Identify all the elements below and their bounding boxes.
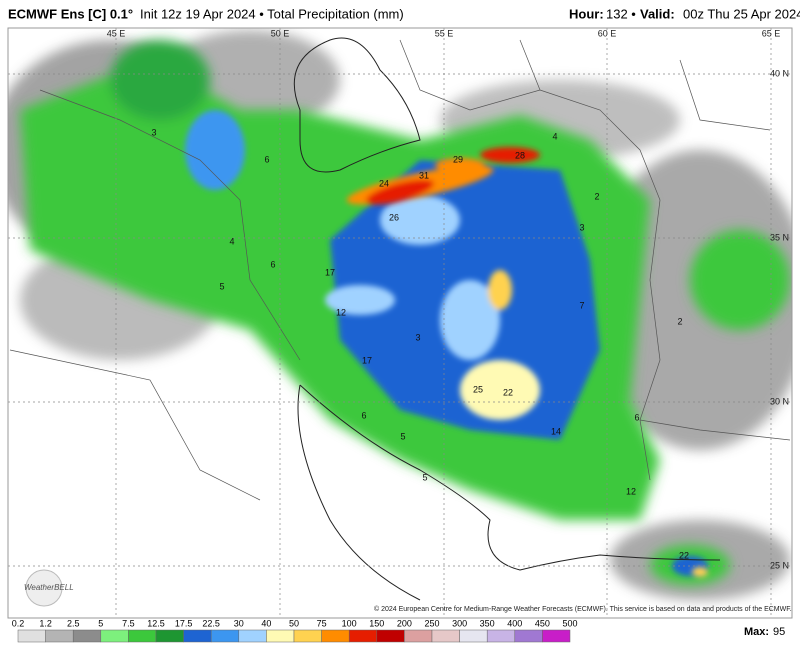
lon-label: 45 E — [107, 28, 126, 38]
value-label: 6 — [264, 154, 269, 164]
value-label: 5 — [219, 281, 224, 291]
lon-label: 50 E — [271, 28, 290, 38]
value-label: 7 — [579, 300, 584, 310]
colorbar-bin — [155, 629, 184, 643]
value-label: 22 — [503, 387, 513, 397]
value-label: 4 — [229, 236, 234, 246]
colorbar-bin — [210, 629, 240, 643]
graticule — [8, 28, 792, 618]
value-label: 5 — [400, 431, 405, 441]
colorbar-label: 1.2 — [39, 618, 52, 628]
value-label: 26 — [389, 212, 399, 222]
colorbar-bin — [376, 629, 405, 643]
logo-mark — [25, 569, 63, 607]
lat-label: 35 N — [770, 232, 789, 242]
lon-label: 55 E — [435, 28, 454, 38]
colorbar-label: 500 — [562, 618, 577, 628]
value-label: 2 — [594, 191, 599, 201]
value-label: 12 — [336, 307, 346, 317]
value-label: 17 — [362, 355, 372, 365]
colorbar-bin — [542, 629, 571, 643]
value-label: 3 — [415, 332, 420, 342]
value-label: 5 — [422, 472, 427, 482]
colorbar-bin — [459, 629, 488, 643]
colorbar-bin — [486, 629, 516, 643]
value-label: 28 — [515, 150, 525, 160]
colorbar-bin — [514, 629, 543, 643]
colorbar-label: 200 — [397, 618, 412, 628]
colorbar-bin — [45, 629, 74, 643]
value-label: 6 — [270, 259, 275, 269]
colorbar: 0.2 1.2 2.5 5 7.5 12.5 17.5 22.5 30 40 50 75 100 150 2… — [12, 618, 578, 643]
colorbar-label: 2.5 — [67, 618, 80, 628]
value-label: 2 — [677, 316, 682, 326]
value-label: 12 — [626, 486, 636, 496]
colorbar-bin — [321, 629, 350, 643]
map: 45 E 50 E 55 E 60 E 65 E 40 N 35 N 30 N 25 N 29 28… — [8, 28, 792, 618]
light-precip — [325, 195, 708, 577]
colorbar-bin — [72, 629, 102, 643]
value-label: 29 — [453, 154, 463, 164]
logo: WeatherBELL — [24, 583, 74, 592]
lat-label: 40 N — [770, 68, 789, 78]
colorbar-label: 7.5 — [122, 618, 135, 628]
colorbar-bin — [431, 629, 460, 643]
value-label: 17 — [325, 267, 335, 277]
colorbar-label: 250 — [424, 618, 439, 628]
colorbar-label: 12.5 — [147, 618, 165, 628]
colorbar-label: 400 — [507, 618, 522, 628]
value-label: 6 — [634, 412, 639, 422]
info: Init 12z 19 Apr 2024 • Total Precipitati… — [140, 6, 404, 21]
value-label: 14 — [551, 426, 561, 436]
value-label: 4 — [552, 131, 557, 141]
value-label: 31 — [419, 170, 429, 180]
value-label: 25 — [473, 384, 483, 394]
red-precip — [346, 147, 540, 205]
colorbar-label: 300 — [452, 618, 467, 628]
hour: 132 • — [606, 6, 636, 21]
colorbar-bin — [293, 629, 322, 643]
hour-label: Hour: — [569, 6, 604, 21]
colorbar-label: 40 — [261, 618, 271, 628]
colorbar-bin — [404, 629, 433, 643]
credit: © 2024 European Centre for Medium-Range … — [374, 605, 792, 613]
value-label: 6 — [361, 410, 366, 420]
colorbar-label: 350 — [480, 618, 495, 628]
value-label: 3 — [579, 222, 584, 232]
value-label: 24 — [379, 178, 389, 188]
borders — [9, 39, 791, 501]
colorbar-label: 17.5 — [175, 618, 193, 628]
lon-label: 65 E — [762, 28, 781, 38]
colorbar-label: 450 — [535, 618, 550, 628]
colorbar-label: 75 — [317, 618, 327, 628]
colorbar-label: 0.2 — [12, 618, 25, 628]
lat-label: 25 N — [770, 560, 789, 570]
map-frame — [7, 27, 793, 619]
valid: 00z Thu 25 Apr 2024 — [683, 6, 800, 21]
lon-label: 60 E — [598, 28, 617, 38]
colorbar-label: 5 — [98, 618, 103, 628]
colorbar-label: 150 — [369, 618, 384, 628]
colorbar-bin — [128, 629, 157, 643]
colorbar-label: 100 — [342, 618, 357, 628]
colorbar-label: 50 — [289, 618, 299, 628]
colorbar-bin — [348, 629, 378, 643]
colorbar-bin — [100, 629, 129, 643]
map-labels: 45 E 50 E 55 E 60 E 65 E 40 N 35 N 30 N 25 N 29 28… — [107, 28, 789, 570]
model: ECMWF Ens [C] 0.1° — [8, 6, 133, 21]
max-label: Max: — [744, 626, 769, 638]
colorbar-bin — [17, 629, 46, 643]
colorbar-label: 30 — [234, 618, 244, 628]
colorbar-bin — [238, 629, 267, 643]
value-label: 3 — [151, 127, 156, 137]
colorbar-bin — [266, 629, 295, 643]
colorbar-label: 22.5 — [202, 618, 220, 628]
max-value: 95 — [773, 626, 785, 638]
colorbar-bin — [183, 629, 212, 643]
coastlines — [293, 37, 721, 601]
value-label: 22 — [679, 550, 689, 560]
valid-label: Valid: — [640, 6, 675, 21]
lat-label: 30 N — [770, 396, 789, 406]
